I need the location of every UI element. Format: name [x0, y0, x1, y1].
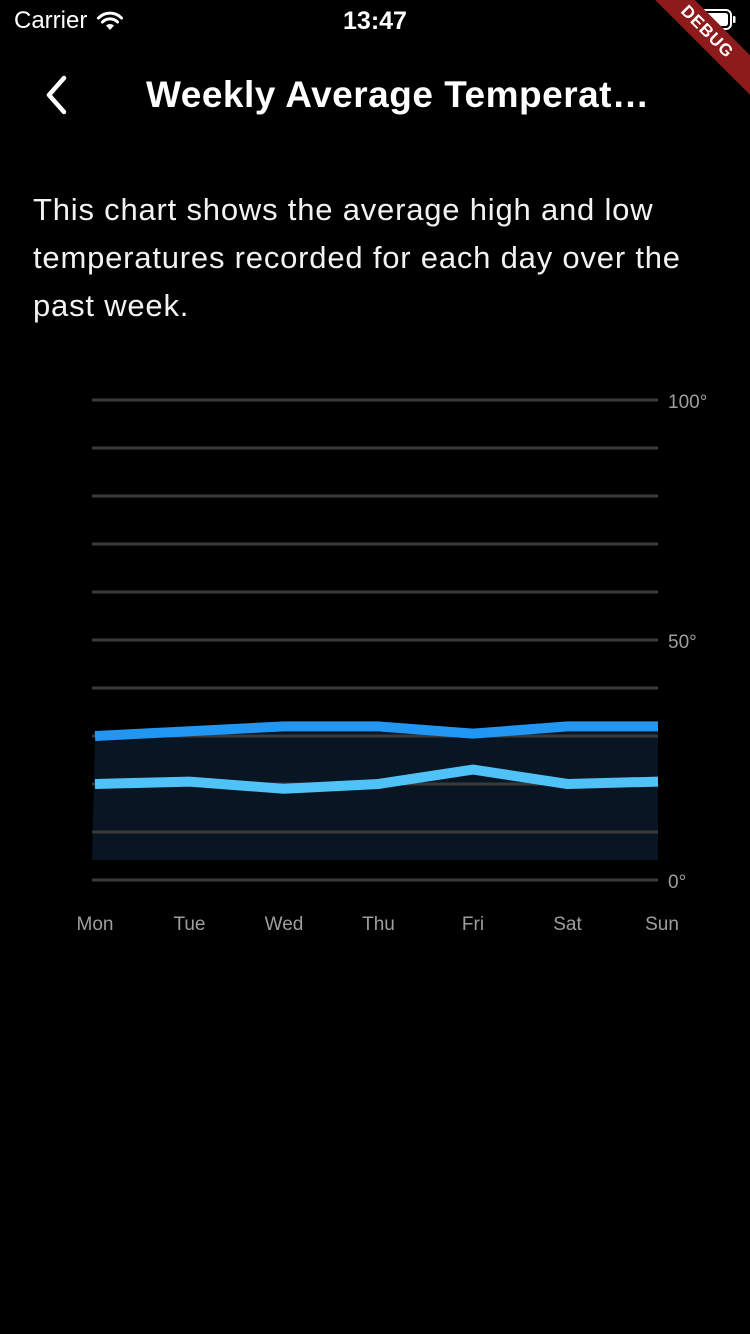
chart-description: This chart shows the average high and lo… [33, 192, 681, 323]
x-tick-label: Mon [77, 914, 114, 935]
carrier-group: Carrier [14, 7, 125, 35]
x-tick-label: Fri [462, 914, 484, 935]
y-tick-label: 50° [668, 632, 697, 653]
chart-area-fill [92, 729, 658, 860]
y-tick-label: 100° [668, 392, 707, 413]
x-tick-label: Thu [362, 914, 395, 935]
x-tick-label: Sun [645, 914, 679, 935]
back-button[interactable] [30, 68, 84, 122]
chevron-left-icon [46, 75, 67, 115]
y-tick-label: 0° [668, 872, 686, 893]
status-time: 13:47 [343, 7, 407, 35]
status-bar: Carrier 13:47 [0, 0, 750, 40]
x-tick-label: Sat [553, 914, 582, 935]
page-title: Weekly Average Temperat… [146, 74, 650, 115]
chart-container: 0° 50° 100° Mon Tue Wed Thu Fri Sat Sun [0, 370, 750, 970]
x-tick-label: Tue [173, 914, 205, 935]
x-tick-label: Wed [265, 914, 304, 935]
navigation-bar: Weekly Average Temperat… [0, 60, 750, 132]
temperature-line-chart: 0° 50° 100° Mon Tue Wed Thu Fri Sat Sun [77, 392, 708, 935]
wifi-icon [97, 11, 124, 30]
carrier-label: Carrier [14, 7, 88, 34]
